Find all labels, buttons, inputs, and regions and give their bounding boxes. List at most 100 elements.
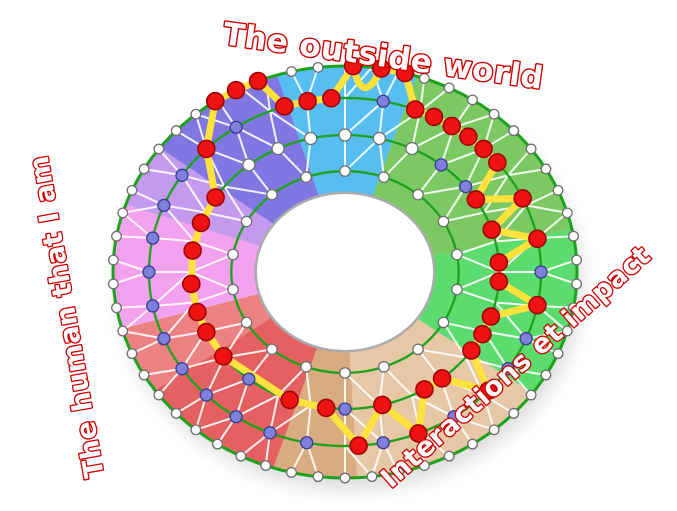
graph-node[interactable] — [488, 108, 500, 120]
graph-node[interactable] — [107, 278, 119, 290]
graph-node[interactable] — [146, 231, 160, 245]
graph-node[interactable] — [339, 472, 351, 484]
trajectory-node[interactable] — [298, 91, 317, 111]
graph-node[interactable] — [157, 331, 171, 346]
graph-node[interactable] — [300, 361, 312, 373]
trajectory-node[interactable] — [489, 272, 509, 291]
trajectory-node[interactable] — [513, 189, 532, 208]
graph-node[interactable] — [561, 325, 573, 337]
graph-node[interactable] — [170, 125, 182, 137]
trajectory-node[interactable] — [424, 107, 444, 127]
graph-node[interactable] — [111, 302, 122, 314]
graph-node[interactable] — [501, 362, 515, 376]
trajectory-node[interactable] — [182, 274, 201, 294]
graph-node[interactable] — [434, 158, 448, 172]
graph-node[interactable] — [199, 388, 214, 402]
graph-node[interactable] — [300, 436, 314, 450]
trajectory-node[interactable] — [489, 253, 509, 272]
trajectory-node[interactable] — [528, 229, 547, 249]
graph-node[interactable] — [229, 120, 243, 134]
trajectory-node[interactable] — [191, 213, 211, 233]
trajectory-node[interactable] — [280, 390, 300, 410]
graph-node[interactable] — [571, 278, 583, 290]
trajectory-node[interactable] — [188, 302, 207, 322]
graph-node[interactable] — [107, 254, 119, 266]
graph-node[interactable] — [263, 426, 277, 440]
graph-node[interactable] — [117, 325, 129, 337]
graph-node[interactable] — [175, 362, 189, 376]
graph-node[interactable] — [376, 94, 390, 108]
trajectory-node[interactable] — [349, 436, 368, 455]
trajectory-node[interactable] — [373, 395, 392, 415]
graph-node[interactable] — [376, 436, 390, 450]
graph-node[interactable] — [240, 316, 253, 329]
graph-node[interactable] — [437, 215, 450, 228]
graph-node[interactable] — [534, 265, 548, 279]
trajectory-node[interactable] — [248, 71, 268, 91]
graph-node[interactable] — [443, 82, 455, 94]
trajectory-node[interactable] — [409, 424, 428, 443]
graph-node[interactable] — [138, 369, 150, 381]
trajectory-node[interactable] — [488, 153, 507, 172]
graph-node[interactable] — [153, 389, 165, 401]
trajectory-node[interactable] — [205, 91, 225, 111]
graph-node[interactable] — [451, 283, 463, 296]
graph-node[interactable] — [338, 402, 352, 416]
graph-node[interactable] — [488, 424, 500, 436]
graph-node[interactable] — [525, 389, 537, 401]
graph-node[interactable] — [153, 143, 165, 155]
graph-node[interactable] — [568, 302, 579, 314]
trajectory-node[interactable] — [316, 398, 336, 418]
trajectory-node[interactable] — [226, 80, 246, 100]
graph-node[interactable] — [437, 316, 450, 329]
graph-node[interactable] — [418, 460, 430, 472]
trajectory-node[interactable] — [197, 139, 216, 159]
graph-node[interactable] — [366, 471, 378, 483]
graph-node[interactable] — [126, 184, 138, 196]
graph-node[interactable] — [286, 466, 297, 478]
graph-node[interactable] — [412, 343, 424, 356]
graph-node[interactable] — [458, 179, 473, 194]
graph-node[interactable] — [242, 158, 256, 172]
graph-node[interactable] — [339, 367, 351, 379]
graph-node[interactable] — [300, 171, 312, 183]
graph-node[interactable] — [190, 424, 202, 436]
graph-node[interactable] — [190, 108, 202, 120]
graph-node[interactable] — [443, 450, 455, 462]
graph-node[interactable] — [525, 143, 537, 155]
trajectory-node[interactable] — [343, 56, 363, 76]
graph-node[interactable] — [240, 215, 253, 228]
graph-node[interactable] — [111, 230, 122, 242]
graph-node[interactable] — [117, 207, 129, 219]
graph-node[interactable] — [312, 61, 324, 73]
graph-node[interactable] — [571, 254, 583, 266]
trajectory-node[interactable] — [466, 190, 486, 209]
graph-node[interactable] — [227, 283, 239, 296]
graph-node[interactable] — [260, 460, 272, 472]
graph-node[interactable] — [378, 361, 390, 373]
graph-node[interactable] — [508, 407, 520, 419]
trajectory-node[interactable] — [371, 59, 391, 78]
graph-node[interactable] — [393, 466, 404, 478]
trajectory-node[interactable] — [214, 347, 233, 366]
graph-node[interactable] — [339, 165, 351, 177]
trajectory-node[interactable] — [395, 63, 415, 83]
graph-node[interactable] — [447, 410, 461, 424]
graph-node[interactable] — [229, 410, 243, 424]
trajectory-node[interactable] — [183, 241, 202, 260]
graph-node[interactable] — [561, 207, 573, 219]
graph-node[interactable] — [227, 248, 239, 261]
trajectory-node[interactable] — [197, 322, 216, 342]
graph-node[interactable] — [467, 94, 478, 106]
graph-node[interactable] — [266, 188, 278, 201]
trajectory-node[interactable] — [432, 369, 452, 388]
graph-node[interactable] — [372, 131, 386, 146]
graph-node[interactable] — [138, 163, 150, 175]
trajectory-node[interactable] — [462, 341, 481, 360]
trajectory-node[interactable] — [206, 188, 225, 207]
graph-node[interactable] — [304, 131, 318, 146]
trajectory-node[interactable] — [322, 89, 341, 108]
trajectory-node[interactable] — [528, 295, 547, 315]
graph-node[interactable] — [540, 369, 552, 381]
graph-node[interactable] — [170, 407, 182, 419]
